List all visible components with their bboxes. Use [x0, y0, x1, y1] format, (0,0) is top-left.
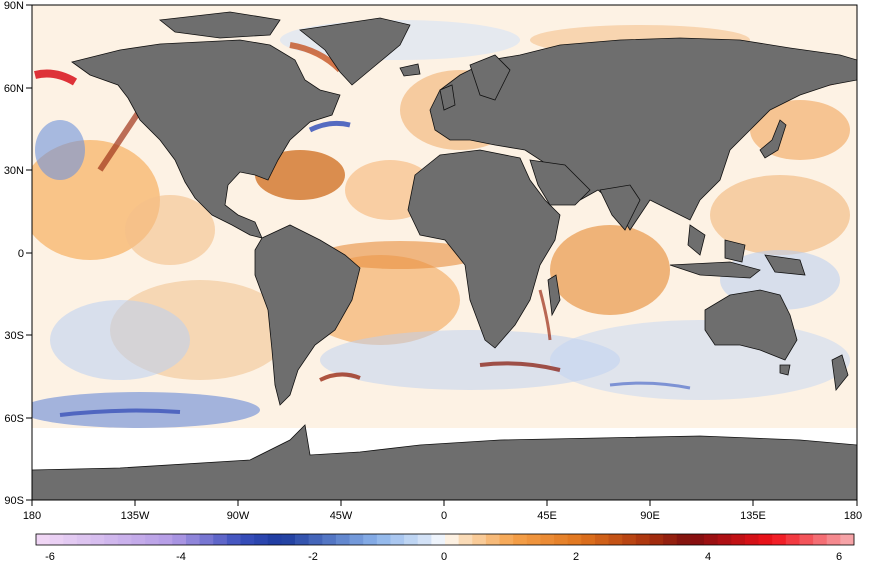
colorbar-cell [785, 534, 800, 545]
colorbar-cell [36, 534, 51, 545]
colorbar-cell [799, 534, 814, 545]
lat-label: 60N [4, 83, 24, 95]
colorbar-label: 4 [705, 551, 711, 563]
lat-label: 30S [4, 330, 24, 342]
lat-label: 60S [4, 413, 24, 425]
colorbar-cell [458, 534, 473, 545]
lon-label: 135E [740, 510, 766, 522]
colorbar-cell [567, 534, 582, 545]
colorbar-cell [608, 534, 623, 545]
colorbar-cell [172, 534, 187, 545]
colorbar-cell [226, 534, 241, 545]
colorbar-cell [717, 534, 732, 545]
colorbar-cell [526, 534, 541, 545]
colorbar-cell [185, 534, 200, 545]
colorbar-label: 6 [836, 551, 842, 563]
colorbar-label: -4 [176, 551, 186, 563]
colorbar-label: -2 [308, 551, 318, 563]
colorbar-cells [36, 534, 855, 545]
australia-landmass [704, 289, 798, 361]
colorbar-cell [431, 534, 446, 545]
colorbar-label: 0 [441, 551, 447, 563]
colorbar-cell [322, 534, 337, 545]
colorbar-cell [281, 534, 296, 545]
colorbar-cell [240, 534, 255, 545]
colorbar-cell [376, 534, 391, 545]
colorbar-cell [158, 534, 173, 545]
colorbar-cell [772, 534, 787, 545]
colorbar-cell [404, 534, 419, 545]
colorbar-cell [813, 534, 828, 545]
lon-label: 90W [227, 510, 250, 522]
colorbar-label: -6 [45, 551, 55, 563]
colorbar-cell [295, 534, 310, 545]
colorbar-frame [35, 533, 855, 546]
north-america-landmass [71, 39, 341, 239]
colorbar-cell [499, 534, 514, 545]
colorbar-cell [731, 534, 746, 545]
lon-label: 180 [844, 510, 862, 522]
colorbar-cell [676, 534, 691, 545]
colorbar-label: 2 [573, 551, 579, 563]
south-america-landmass [254, 224, 361, 406]
lat-label: 90S [4, 495, 24, 507]
colorbar-cell [417, 534, 432, 545]
colorbar-cell [594, 534, 609, 545]
colorbar-cell [513, 534, 528, 545]
africa-landmass [407, 149, 561, 349]
colorbar-cell [308, 534, 323, 545]
lat-label: 90N [4, 0, 24, 12]
eurasia-landmass [429, 37, 857, 231]
colorbar-cell [704, 534, 719, 545]
colorbar-cell [254, 534, 269, 545]
colorbar-cell [49, 534, 64, 545]
colorbar-cell [76, 534, 91, 545]
colorbar-cell [540, 534, 555, 545]
colorbar-cell [335, 534, 350, 545]
colorbar-cell [663, 534, 678, 545]
greenland-landmass [299, 17, 411, 86]
colorbar-cell [145, 534, 160, 545]
colorbar-cell [472, 534, 487, 545]
colorbar-cell [267, 534, 282, 545]
lon-label: 0 [441, 510, 447, 522]
colorbar-cell [690, 534, 705, 545]
colorbar: -6 -4 -2 0 2 4 6 [35, 533, 855, 563]
latitude-axis: 90N 60N 30N 0 30S 60S 90S [4, 0, 32, 507]
colorbar-cell [635, 534, 650, 545]
colorbar-cell [649, 534, 664, 545]
colorbar-cell [349, 534, 364, 545]
lat-label: 0 [18, 248, 24, 260]
colorbar-cell [485, 534, 500, 545]
colorbar-cell [744, 534, 759, 545]
lat-label: 30N [4, 165, 24, 177]
colorbar-cell [840, 534, 855, 545]
colorbar-cell [445, 534, 460, 545]
colorbar-cell [213, 534, 228, 545]
colorbar-cell [63, 534, 78, 545]
longitude-axis: 180 135W 90W 45W 0 45E 90E 135E 180 [23, 500, 862, 522]
colorbar-cell [554, 534, 569, 545]
colorbar-cell [758, 534, 773, 545]
colorbar-cell [581, 534, 596, 545]
colorbar-cell [622, 534, 637, 545]
colorbar-cell [390, 534, 405, 545]
colorbar-cell [131, 534, 146, 545]
colorbar-cell [104, 534, 119, 545]
land-masses [32, 11, 857, 500]
colorbar-cell [90, 534, 105, 545]
antarctica-landmass [32, 424, 857, 500]
colorbar-cell [826, 534, 841, 545]
lon-label: 180 [23, 510, 41, 522]
colorbar-cell [363, 534, 378, 545]
lon-label: 90E [640, 510, 660, 522]
lon-label: 135W [121, 510, 150, 522]
lon-label: 45W [330, 510, 353, 522]
colorbar-cell [117, 534, 132, 545]
colorbar-cell [199, 534, 214, 545]
lon-label: 45E [537, 510, 557, 522]
